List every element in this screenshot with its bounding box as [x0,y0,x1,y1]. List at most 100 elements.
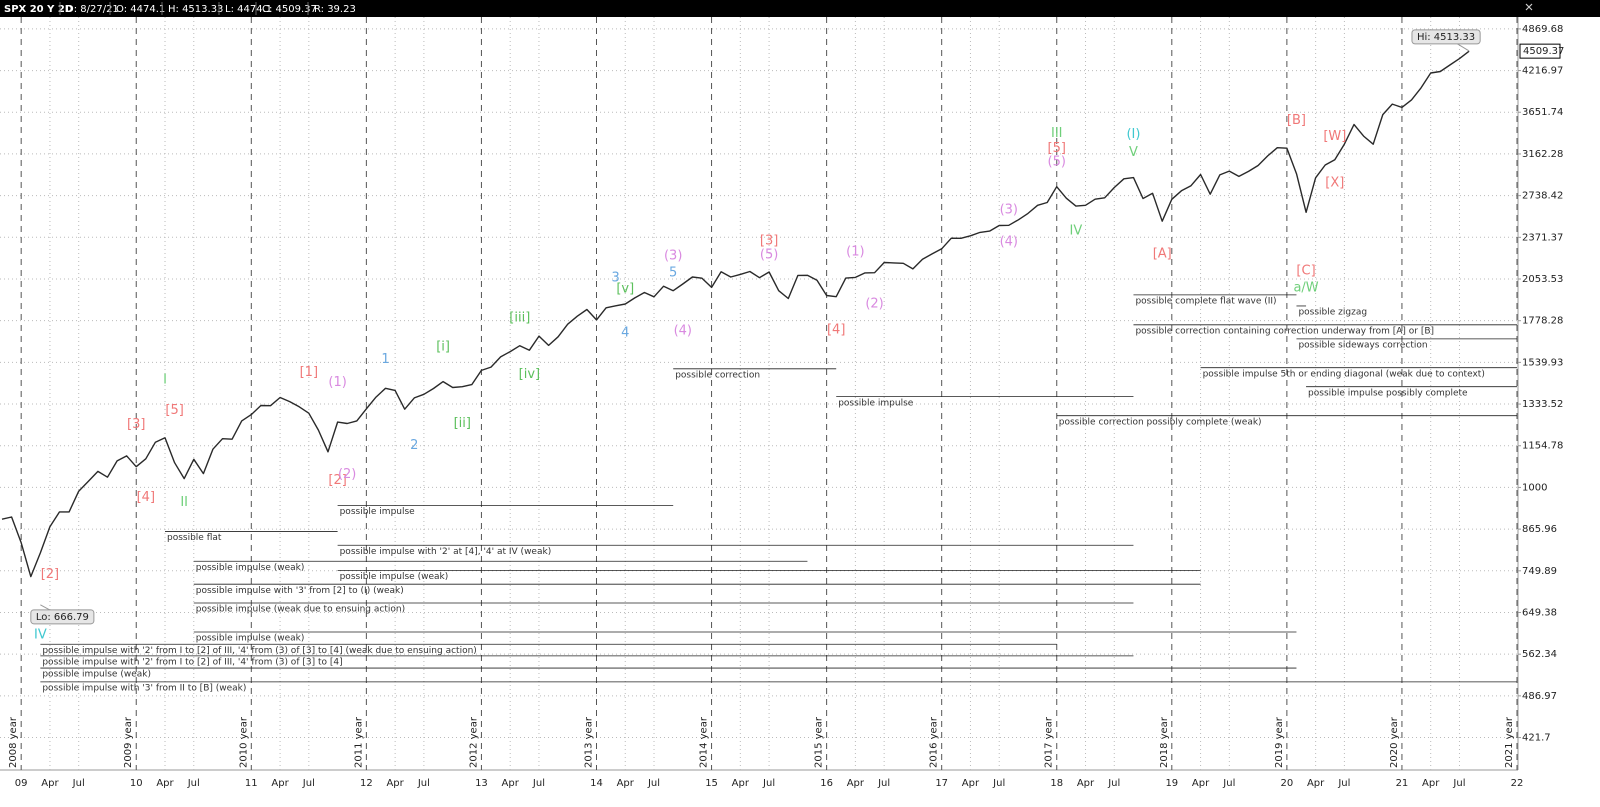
x-tick-label: Jul [762,778,775,789]
last-price-box [1519,43,1561,59]
y-tick-label: 486.97 [1522,691,1557,702]
x-tick-label: Apr [1077,778,1095,789]
wave-label: (I) [1126,127,1140,142]
wave-label: [iv] [519,367,540,382]
scenario-label: possible flat [167,533,222,543]
wave-label: III [1051,126,1063,141]
last-price-label: 4509.37 [1523,46,1564,57]
y-tick-label: 2371.37 [1522,232,1563,243]
x-tick-label: Jul [302,778,315,789]
wave-label: I [163,372,167,387]
header-date: D: 8/27/21 [66,4,119,15]
wave-label: [X] [1325,176,1344,191]
scenario-label: possible correction [675,370,760,380]
toolbar-icons[interactable] [1525,3,1533,11]
wave-label: (2) [338,467,356,482]
scenario-label: possible impulse [838,398,914,408]
x-tick-label: 17 [935,778,948,789]
x-tick-label: 21 [1396,778,1409,789]
x-tick-label: Apr [847,778,865,789]
x-tick-label: Jul [1337,778,1350,789]
scenario-label: possible impulse possibly complete [1308,388,1468,398]
wave-label: (4) [674,323,692,338]
wave-label: [W] [1323,129,1346,144]
year-label: 2015 year [814,716,825,768]
wave-label: IV [1070,224,1083,239]
wave-label: [5] [1048,141,1066,156]
y-tick-label: 2738.42 [1522,191,1563,202]
wave-label: 1 [381,352,389,367]
scenario-label: possible correction containing correctio… [1135,326,1434,336]
year-label: 2011 year [353,716,364,768]
wave-label: 5 [669,265,677,280]
scenario-label: possible impulse 5th or ending diagonal … [1203,369,1485,379]
wave-label: [A] [1153,247,1172,262]
x-tick-label: Jul [72,778,85,789]
wave-label: (5) [1048,155,1066,170]
x-tick-label: Jul [532,778,545,789]
y-tick-label: 4869.68 [1522,24,1563,35]
y-tick-label: 649.38 [1522,607,1557,618]
wave-label: (3) [664,249,682,264]
wave-label: (1) [846,245,864,260]
wave-label: II [180,495,188,510]
year-label: 2016 year [929,716,940,768]
scenario-label: possible impulse with '3' from [2] to (I… [196,586,404,596]
extreme-label: Lo: 666.79 [36,612,89,623]
wave-label: a/W [1293,280,1318,295]
wave-label: [3] [127,417,145,432]
scenario-label: possible zigzag [1298,308,1367,318]
y-tick-label: 3651.74 [1522,107,1563,118]
scenario-label: possible impulse [340,507,416,517]
scenario-label: possible impulse (weak) [196,563,305,573]
extreme-label: Hi: 4513.33 [1417,32,1475,43]
y-tick-label: 1000 [1522,482,1547,493]
y-tick-label: 865.96 [1522,524,1557,535]
x-tick-label: Jul [1107,778,1120,789]
year-label: 2014 year [699,716,710,768]
wave-label: (3) [1000,203,1018,218]
scenario-label: possible sideways correction [1298,340,1427,350]
wave-label: 4 [621,325,629,340]
icon[interactable] [1525,3,1533,11]
x-tick-label: Apr [1422,778,1440,789]
header-high: H: 4513.33 [168,4,223,15]
year-label: 2021 year [1504,716,1515,768]
y-tick-label: 2053.53 [1522,274,1563,285]
scenario-label: possible impulse with '2' from I to [2] … [42,657,342,667]
x-tick-label: 16 [820,778,833,789]
wave-label: [iii] [509,310,530,325]
x-tick-label: Jul [877,778,890,789]
y-tick-label: 3162.28 [1522,149,1563,160]
wave-label: [5] [165,403,183,418]
x-tick-label: 12 [360,778,373,789]
year-label: 2017 year [1044,716,1055,768]
header-bar [0,0,1600,17]
x-tick-label: Apr [41,778,59,789]
year-label: 2020 year [1389,716,1400,768]
wave-label: IV [34,627,47,642]
x-tick-label: Apr [502,778,520,789]
x-tick-label: Apr [732,778,750,789]
wave-label: [i] [436,339,450,354]
scenario-label: possible impulse (weak) [42,670,151,680]
y-tick-label: 1333.52 [1522,399,1563,410]
wave-label: V [1129,145,1138,160]
x-tick-label: Apr [386,778,404,789]
wave-label: [B] [1287,113,1306,128]
x-tick-label: 11 [245,778,258,789]
y-tick-label: 562.34 [1522,649,1557,660]
x-tick-label: 20 [1281,778,1294,789]
header-open: O: 4474.1 [116,4,165,15]
x-tick-label: 13 [475,778,488,789]
wave-label: [C] [1296,263,1315,278]
extreme-box [30,609,95,625]
wave-label: [2] [328,473,346,488]
x-tick-label: 09 [15,778,28,789]
x-tick-label: 14 [590,778,603,789]
wave-label: (4) [1000,235,1018,250]
scenario-label: possible complete flat wave (II) [1135,296,1276,306]
wave-label: [v] [616,281,634,296]
y-tick-label: 421.7 [1522,733,1551,744]
